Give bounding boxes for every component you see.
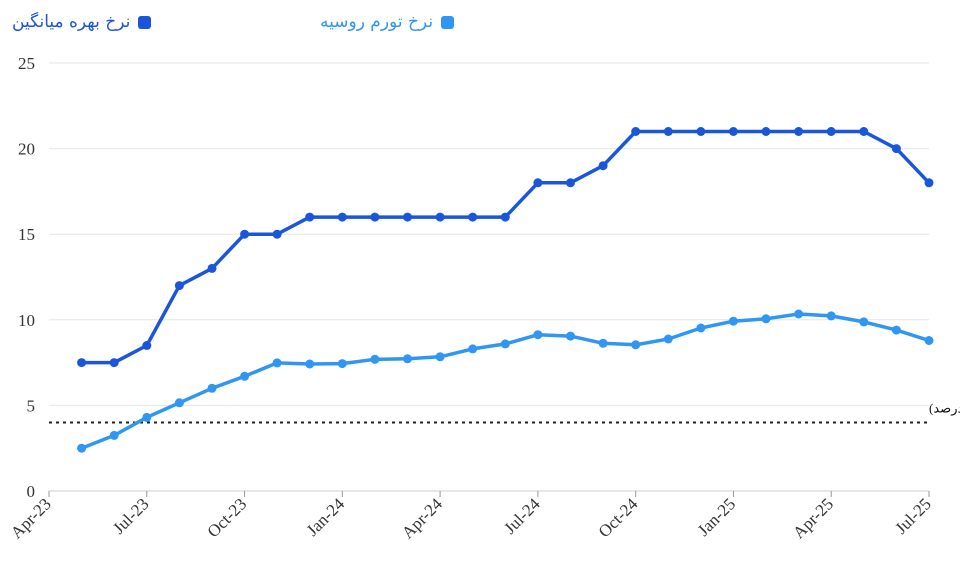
series-point-1 <box>370 354 380 364</box>
y-tick-label: 10 <box>18 311 35 330</box>
series-point-1 <box>174 398 184 408</box>
series-point-1 <box>305 359 315 369</box>
x-tick-label: Jul-25 <box>891 494 934 537</box>
series-point-0 <box>174 281 184 291</box>
series-point-0 <box>142 341 152 350</box>
legend-swatch-inflation <box>441 15 455 29</box>
series-point-0 <box>337 212 347 222</box>
y-tick-label: 20 <box>18 140 35 159</box>
series-point-0 <box>77 358 87 368</box>
series-point-0 <box>240 229 250 239</box>
legend-label-avg-rate: نرخ بهره میانگین <box>12 12 131 32</box>
x-tick-label: Apr-23 <box>7 494 55 542</box>
series-point-0 <box>468 212 478 222</box>
legend: نرخ بهره میانگین نرخ تورم روسیه <box>0 6 960 36</box>
series-point-0 <box>403 212 412 222</box>
legend-item-inflation[interactable]: نرخ تورم روسیه <box>320 12 455 32</box>
series-point-1 <box>337 359 347 369</box>
series-point-0 <box>533 178 543 188</box>
series-point-1 <box>794 309 804 319</box>
series-point-0 <box>370 212 380 222</box>
series-point-1 <box>500 339 510 349</box>
y-tick-label: 15 <box>18 225 35 244</box>
series-point-0 <box>109 358 119 368</box>
series-point-1 <box>435 352 445 362</box>
series-point-1 <box>663 334 673 344</box>
legend-swatch-avg-rate <box>138 15 152 29</box>
y-tick-label: 0 <box>27 482 36 501</box>
series-point-0 <box>794 127 804 136</box>
x-tick-label: Oct-23 <box>204 494 251 541</box>
series-point-0 <box>696 127 706 136</box>
series-point-0 <box>891 144 901 154</box>
series-point-0 <box>435 212 445 222</box>
x-tick-label: Apr-24 <box>398 494 446 542</box>
series-line-0 <box>79 129 931 365</box>
x-tick-label: Jan-24 <box>303 494 349 540</box>
series-point-0 <box>924 178 934 188</box>
series-point-1 <box>142 412 152 422</box>
series-point-0 <box>761 127 771 136</box>
series-point-0 <box>728 127 738 136</box>
series-point-1 <box>826 311 836 321</box>
target-reference-label: تورم هدف بانک مرکزی روسیه (۴ درصد) <box>929 401 960 417</box>
series-line-1 <box>79 312 931 450</box>
series-point-1 <box>240 371 250 381</box>
legend-item-avg-rate[interactable]: نرخ بهره میانگین <box>12 12 152 32</box>
series-point-1 <box>631 340 641 350</box>
series-point-0 <box>566 178 575 188</box>
series-point-1 <box>761 314 771 324</box>
series-point-1 <box>728 316 738 326</box>
series-point-1 <box>891 325 901 335</box>
series-point-0 <box>598 161 608 171</box>
x-tick-label: Jul-23 <box>109 494 152 537</box>
series-point-0 <box>663 127 673 136</box>
series-point-1 <box>207 383 217 393</box>
series-point-1 <box>109 430 119 440</box>
series-point-0 <box>272 229 282 239</box>
y-tick-label: 25 <box>18 54 35 73</box>
series-point-0 <box>207 263 217 273</box>
series-point-1 <box>533 330 543 340</box>
x-tick-label: Jan-25 <box>694 494 739 539</box>
series-point-1 <box>566 331 575 341</box>
series-point-0 <box>305 212 315 222</box>
x-tick-label: Jul-24 <box>500 494 544 538</box>
x-tick-label: Apr-25 <box>789 494 837 542</box>
series-point-1 <box>859 317 869 327</box>
series-point-1 <box>468 344 478 354</box>
series-point-1 <box>924 336 934 345</box>
series-point-0 <box>859 127 869 136</box>
legend-label-inflation: نرخ تورم روسیه <box>320 12 434 32</box>
series-point-1 <box>696 323 706 333</box>
series-point-0 <box>631 127 641 136</box>
y-tick-label: 5 <box>27 396 36 415</box>
series-point-0 <box>826 127 836 136</box>
x-tick-label: Oct-24 <box>595 494 642 541</box>
series-point-1 <box>403 354 412 364</box>
series-point-1 <box>272 358 282 368</box>
series-point-0 <box>500 212 510 222</box>
series-point-1 <box>77 443 87 453</box>
series-point-1 <box>598 338 608 348</box>
